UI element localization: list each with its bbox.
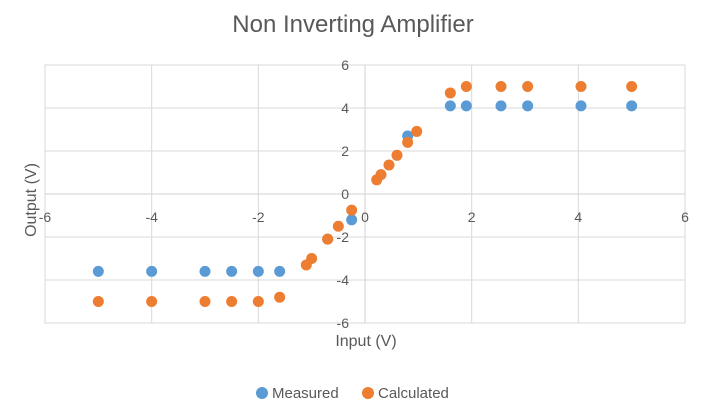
data-point-calculated [444, 87, 456, 99]
legend-label-measured: Measured [272, 385, 339, 402]
data-point-calculated [92, 296, 104, 307]
data-point-calculated [383, 159, 395, 171]
y-tick-label: 4 [341, 100, 349, 116]
legend-marker-calculated [362, 387, 374, 399]
data-point-calculated [460, 81, 472, 92]
y-tick-label: -4 [337, 272, 350, 288]
x-tick-label: -6 [39, 209, 52, 225]
data-point-calculated [252, 296, 264, 307]
data-point-measured [626, 100, 638, 112]
y-tick-label: 0 [341, 186, 349, 202]
data-point-calculated [306, 253, 318, 264]
data-point-measured [199, 265, 211, 277]
data-point-calculated [199, 296, 211, 307]
y-tick-label: 6 [341, 57, 349, 73]
data-point-measured [495, 100, 507, 112]
x-tick-label: 6 [681, 209, 689, 225]
data-point-measured [575, 100, 587, 112]
legend: Measured Calculated [256, 385, 449, 402]
x-tick-label: -4 [145, 209, 158, 225]
data-point-calculated [495, 81, 507, 92]
data-point-measured [252, 265, 264, 277]
data-point-calculated [522, 81, 534, 92]
tick-labels: -6 -4 -2 0 2 4 6 -6 -4 -2 0 2 4 6 [39, 57, 689, 331]
x-axis-title: Input (V) [335, 333, 396, 350]
legend-label-calculated: Calculated [378, 385, 449, 402]
data-point-measured [444, 100, 456, 112]
x-tick-label: -2 [252, 209, 265, 225]
data-point-calculated [332, 220, 344, 232]
data-point-measured [92, 265, 104, 277]
data-point-measured [346, 214, 358, 226]
data-point-calculated [274, 291, 286, 303]
y-tick-label: -2 [337, 229, 350, 245]
y-tick-label: -6 [337, 315, 350, 331]
legend-marker-measured [256, 387, 268, 399]
data-point-measured [226, 265, 238, 277]
data-point-calculated [391, 149, 403, 161]
data-point-calculated [411, 125, 423, 137]
data-point-measured [146, 265, 158, 277]
x-tick-label: 0 [361, 209, 369, 225]
data-point-calculated [375, 169, 387, 181]
data-point-calculated [402, 136, 414, 148]
data-point-calculated [146, 296, 158, 307]
data-point-measured [274, 265, 286, 277]
axes [45, 65, 685, 323]
data-point-calculated [226, 296, 238, 307]
x-tick-label: 2 [468, 209, 476, 225]
data-point-calculated [626, 81, 638, 92]
data-point-measured [522, 100, 534, 112]
data-point-calculated [575, 81, 587, 92]
data-points [92, 81, 638, 307]
y-axis-title: Output (V) [23, 163, 40, 237]
x-tick-label: 4 [574, 209, 582, 225]
data-point-calculated [346, 204, 358, 216]
data-point-calculated [322, 233, 334, 245]
data-point-measured [460, 100, 472, 112]
y-tick-label: 2 [341, 143, 349, 159]
chart-title: Non Inverting Amplifier [232, 11, 473, 38]
